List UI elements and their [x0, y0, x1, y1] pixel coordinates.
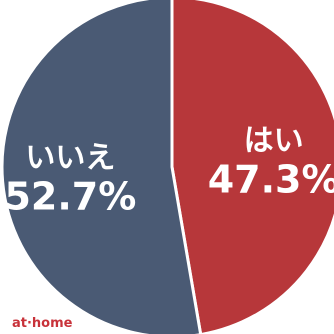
- slice-label-yes: はい: [244, 123, 304, 158]
- slice-label-no: いいえ: [25, 141, 115, 176]
- pie-slice-yes: [170, 0, 334, 334]
- pie-slice-no: [0, 0, 203, 334]
- slice-value-yes: 47.3%: [208, 157, 334, 201]
- athome-logo: at·home: [12, 316, 73, 331]
- slice-value-no: 52.7%: [4, 175, 136, 219]
